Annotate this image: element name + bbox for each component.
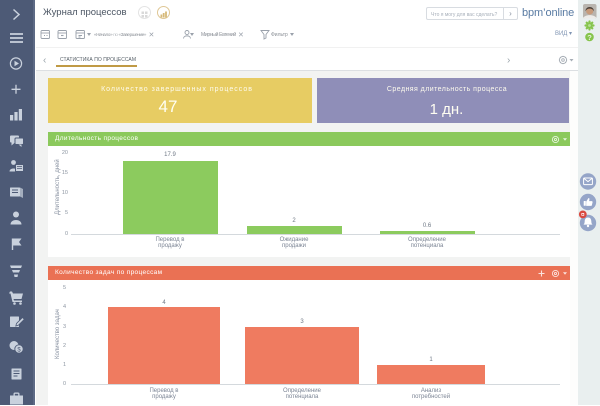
svg-text:?: ? xyxy=(587,33,592,42)
svg-text:$: $ xyxy=(17,348,21,354)
